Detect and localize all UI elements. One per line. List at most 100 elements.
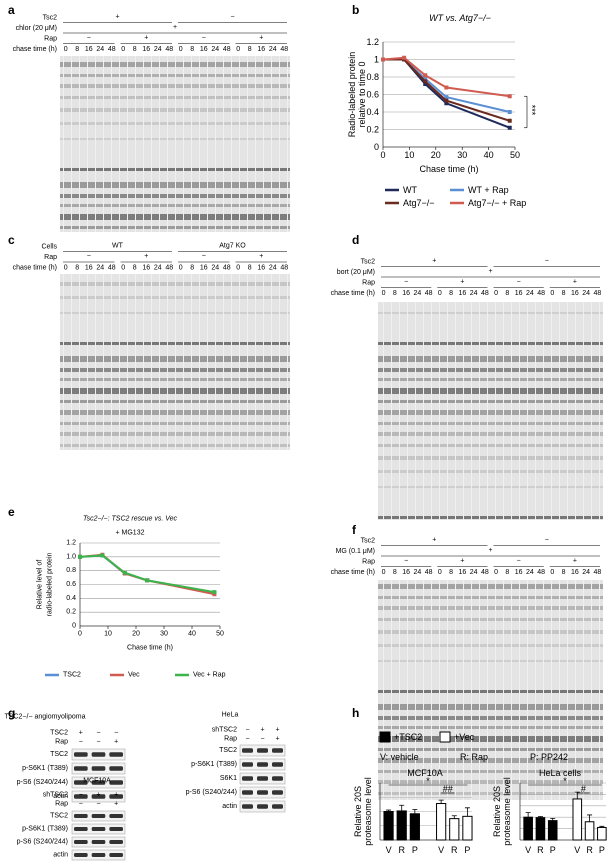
data-point [444,95,449,100]
blot-condition: − [114,730,118,737]
data-point [423,73,428,78]
x-tick-label: 40 [484,150,494,160]
gel-condition: − [545,537,549,544]
y-axis-title: proteasome level [363,777,373,846]
blot-band [242,776,253,781]
blot-band [91,827,106,831]
key-label: P: PP242 [530,752,568,762]
chase-time: 8 [393,569,397,576]
chase-time: 8 [248,265,252,272]
x-axis-title: Chase time (h) [127,645,173,652]
bar [396,810,407,841]
panel-label: b [352,3,359,17]
blot-condition: − [260,736,264,743]
gel-condition: − [545,258,549,265]
data-point [444,98,449,103]
chase-time: 16 [515,569,523,576]
x-tick-label: 0 [380,150,385,160]
blot-band [272,776,283,781]
protein-label: actin [222,803,237,810]
x-tick-label: R [451,845,458,855]
chase-time: 24 [96,265,104,272]
blot-band [272,748,283,753]
chase-time: 0 [382,290,386,297]
blot-condition: + [96,792,100,799]
y-tick-label: 1.2 [366,37,379,47]
legend-label: WT + Rap [468,185,509,195]
error-bar [438,799,444,804]
significance: * [563,776,567,786]
x-tick-label: 10 [404,150,414,160]
protein-label: S6K1 [220,775,237,782]
y-tick-label: 0.8 [366,72,379,82]
legend-label: Vec + Rap [193,672,226,679]
y-tick-label: 0 [72,623,76,630]
bar [436,803,447,841]
chase-time: 24 [470,290,478,297]
chase-time: 48 [537,569,545,576]
chase-time: 24 [526,569,534,576]
protein-label: p-S6K1 (T389) [22,826,68,833]
gel-row-label: chlor (20 μM) [16,25,57,32]
protein-label: p-S6K1 (T389) [191,761,237,768]
chase-time: 48 [537,290,545,297]
panel-label: g [8,706,15,720]
series-line [79,554,215,594]
chase-time: 8 [75,46,79,53]
chase-time: 16 [257,46,265,53]
chase-time: 48 [481,569,489,576]
chase-time: 0 [382,569,386,576]
blot-band [74,814,88,818]
legend-swatch [379,731,391,743]
chase-time: 48 [108,265,116,272]
blot-band [109,853,123,857]
blot-condition: − [79,801,83,808]
blot-condition: + [275,736,279,743]
y-tick-label: 0.6 [66,581,76,588]
chase-time: 24 [526,290,534,297]
x-tick-label: R [398,845,405,855]
bar [462,815,473,841]
blot-condition: − [96,739,100,746]
data-point [423,76,428,81]
chart-title: MCF10A [407,768,443,778]
blot-condition: − [79,792,83,799]
bar [383,811,394,841]
x-tick-label: 0 [78,631,82,638]
data-point [145,578,150,583]
data-point [78,554,82,559]
error-bar [399,804,405,811]
panel-label: e [8,505,15,519]
error-bar [599,825,605,828]
bar [584,821,595,841]
blot-band [91,853,106,857]
gel-condition: WT [112,243,124,250]
protein-label: actin [53,793,68,800]
data-point [212,590,217,595]
error-bar [537,816,543,818]
gel-row-label: MG (0.1 μM) [336,548,375,555]
x-tick-label: 10 [104,631,112,638]
blot-condition-label: Rap [224,736,237,743]
blot-condition-label: TSC2 [50,730,68,737]
chase-time: 48 [425,569,433,576]
blot-band [91,766,106,771]
chase-time: 16 [257,265,265,272]
blot-condition: − [79,739,83,746]
error-bar [550,817,556,821]
chase-time: 16 [85,46,93,53]
data-point [212,592,217,597]
series-line [79,554,215,594]
legend-label: WT [403,185,417,195]
chase-time: 16 [515,290,523,297]
legend-label: +Vec [454,732,475,742]
chase-time: 16 [402,569,410,576]
gel-condition: + [144,253,148,260]
key-label: R: Rap [460,752,488,762]
chase-time: 16 [85,265,93,272]
chart-title: WT vs. Atg7−/− [429,13,491,23]
blot-band [272,804,283,809]
blot-condition: + [79,730,83,737]
gel-row-label: bort (20 μM) [337,269,375,276]
chase-time: 48 [593,290,601,297]
